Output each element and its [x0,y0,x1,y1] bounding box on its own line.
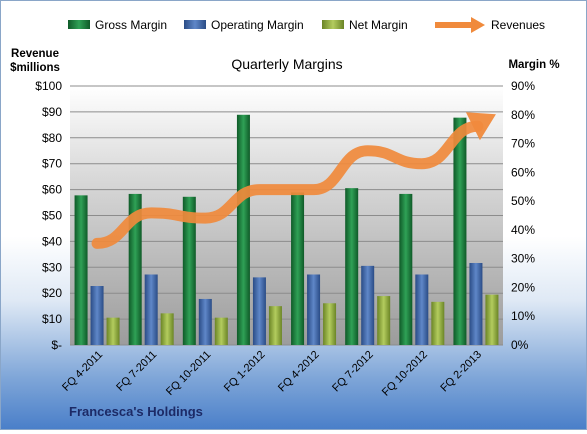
gross-margin-bar [182,196,196,345]
gross-margin-bar [291,192,305,345]
left-tick-label: $100 [35,79,62,93]
legend-label-revenues: Revenues [491,18,545,32]
legend-item-revenues: Revenues [435,17,545,33]
left-tick-label: $90 [42,105,62,119]
net-margin-bar [214,317,228,345]
x-axis-ticks: FQ 4-2011 FQ 7-2011 FQ 10-2011 FQ 1-2012 FQ … [60,349,484,399]
legend-label-gross-margin: Gross Margin [95,18,167,32]
bars-layer [74,114,499,346]
right-tick-label: 40% [511,223,535,237]
right-tick-label: 50% [511,194,535,208]
gross-margin-bar [345,188,359,345]
revenue-series-layer [91,112,496,249]
left-tick-label: $80 [42,131,62,145]
left-tick-label: $- [51,338,62,352]
legend-label-net-margin: Net Margin [349,18,408,32]
operating-margin-bar [198,298,212,345]
x-tick-label: FQ 4-2011 [60,349,105,394]
x-tick-label: FQ 2-2013 [438,349,484,395]
operating-margin-bar [144,274,158,345]
net-margin-bar [160,313,174,345]
net-margin-bar [323,303,337,345]
operating-margin-bar [469,262,483,345]
right-tick-label: 0% [511,338,529,352]
legend-swatch-gross-margin [68,20,90,29]
left-tick-label: $30 [42,260,62,274]
left-tick-label: $50 [42,209,62,223]
left-tick-label: $40 [42,234,62,248]
legend-item-operating-margin: Operating Margin [184,18,304,32]
net-margin-bar [268,306,282,345]
left-axis-title-line1: Revenue [11,48,59,60]
gridlines [70,85,503,346]
left-tick-label: $10 [42,312,62,326]
right-tick-label: 90% [511,79,535,93]
net-margin-bar [485,294,499,345]
x-tick-label: FQ 1-2012 [222,349,268,395]
operating-margin-bar [252,277,266,345]
legend: Gross Margin Operating Margin Net Margin… [68,17,545,33]
legend-item-gross-margin: Gross Margin [68,18,167,32]
net-margin-bar [106,317,120,345]
right-tick-label: 10% [511,309,535,323]
company-name: Francesca's Holdings [69,404,203,419]
revenues-arrowhead [465,112,496,141]
gross-margin-bar [128,193,142,345]
right-axis-title: Margin % [508,59,559,71]
revenues-line [91,120,484,249]
legend-swatch-operating-margin [184,20,206,29]
right-tick-label: 60% [511,165,535,179]
legend-item-net-margin: Net Margin [322,18,408,32]
right-axis-ticks: 0% 10% 20% 30% 40% 50% 60% 70% 80% 90% [511,79,535,352]
left-axis-ticks: $- $10 $20 $30 $40 $50 $60 $70 $80 $90 $100 [35,79,62,352]
x-tick-label: FQ 4-2012 [276,349,322,395]
gross-margin-bar [399,193,413,345]
gross-margin-bar [236,114,250,346]
left-tick-label: $20 [42,286,62,300]
legend-arrowhead-revenues [471,17,485,33]
x-tick-label: FQ 10-2012 [380,349,430,399]
gross-margin-bar [453,117,467,346]
right-tick-label: 80% [511,108,535,122]
legend-label-operating-margin: Operating Margin [211,18,304,32]
chart-title: Quarterly Margins [231,56,342,72]
net-margin-bar [377,296,391,345]
operating-margin-bar [307,274,321,345]
right-tick-label: 20% [511,280,535,294]
right-tick-label: 30% [511,252,535,266]
right-tick-label: 70% [511,137,535,151]
left-tick-label: $60 [42,183,62,197]
operating-margin-bar [415,274,429,345]
legend-swatch-net-margin [322,20,344,29]
x-tick-label: FQ 7-2011 [114,349,159,394]
x-tick-label: FQ 10-2011 [164,349,213,398]
left-tick-label: $70 [42,157,62,171]
gross-margin-bar [74,195,88,345]
operating-margin-bar [90,286,104,345]
net-margin-bar [431,301,445,345]
left-axis-title-line2: $millions [10,62,60,74]
operating-margin-bar [361,265,375,345]
x-tick-label: FQ 7-2012 [330,349,376,395]
